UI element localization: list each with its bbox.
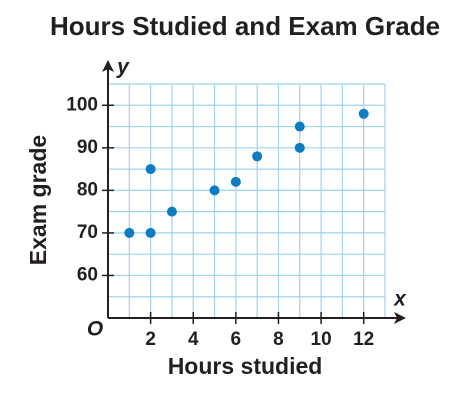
point <box>358 108 369 119</box>
x-tick-label: 2 <box>145 329 156 350</box>
x-tick-label: 8 <box>273 329 284 350</box>
y-tick-label: 90 <box>77 137 98 158</box>
y-axis-letter: y <box>116 56 130 79</box>
x-tick-label: 4 <box>188 329 199 350</box>
point <box>145 164 156 175</box>
x-arrow <box>394 312 406 324</box>
x-tick-label: 10 <box>311 329 332 350</box>
x-tick-label: 6 <box>231 329 242 350</box>
grid <box>108 83 386 318</box>
chart-title: Hours Studied and Exam Grade <box>50 11 440 41</box>
x-tick-label: 12 <box>353 329 374 350</box>
y-tick-label: 60 <box>77 264 98 285</box>
point <box>209 185 220 196</box>
point <box>294 142 305 153</box>
y-axis-title: Exam grade <box>25 135 51 265</box>
x-axis-letter: x <box>393 288 407 311</box>
y-tick-label: 70 <box>77 222 98 243</box>
x-axis-title: Hours studied <box>168 353 323 379</box>
point <box>294 121 305 132</box>
y-tick-label: 100 <box>66 94 98 115</box>
point <box>145 227 156 238</box>
point <box>166 206 177 217</box>
point <box>230 176 241 187</box>
origin-label: O <box>87 318 103 341</box>
y-tick-label: 80 <box>77 179 98 200</box>
point <box>252 151 263 162</box>
point <box>124 227 135 238</box>
y-arrow <box>102 60 114 72</box>
